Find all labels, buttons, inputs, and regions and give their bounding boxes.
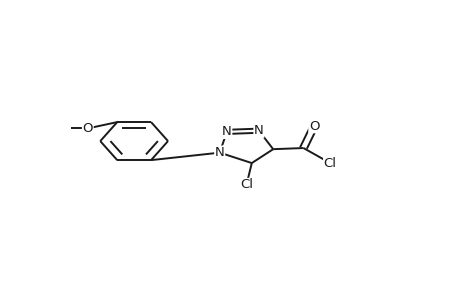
Text: O: O	[82, 122, 93, 135]
Text: N: N	[222, 125, 231, 138]
Text: O: O	[308, 120, 319, 133]
Text: Cl: Cl	[323, 157, 336, 169]
Text: N: N	[214, 146, 224, 159]
Text: N: N	[253, 124, 263, 137]
Text: Cl: Cl	[240, 178, 252, 191]
